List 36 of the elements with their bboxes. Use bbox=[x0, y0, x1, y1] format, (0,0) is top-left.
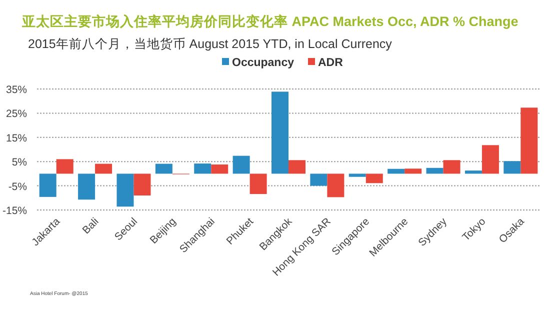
bar bbox=[426, 168, 444, 174]
bar bbox=[366, 174, 383, 184]
bar bbox=[310, 174, 328, 186]
y-tick-label: -5% bbox=[8, 180, 27, 193]
bar bbox=[404, 168, 422, 174]
y-tick-label: 15% bbox=[6, 132, 27, 144]
bar bbox=[116, 174, 134, 207]
bar bbox=[504, 161, 521, 174]
bar bbox=[327, 174, 344, 198]
bar bbox=[155, 164, 172, 174]
bar bbox=[388, 168, 405, 174]
bar bbox=[288, 160, 306, 174]
bar bbox=[56, 159, 74, 174]
bar bbox=[520, 108, 538, 174]
bar bbox=[250, 174, 267, 194]
bar bbox=[272, 92, 288, 174]
bar bbox=[443, 160, 460, 174]
bar bbox=[464, 170, 482, 174]
x-tick-label: Bali bbox=[80, 216, 102, 237]
y-tick-label: 35% bbox=[6, 84, 27, 96]
bar bbox=[95, 164, 112, 174]
bar bbox=[78, 174, 96, 200]
bar bbox=[39, 174, 56, 197]
bar bbox=[232, 156, 250, 174]
bar bbox=[194, 164, 212, 174]
bar bbox=[348, 174, 366, 177]
legend-label: Occupancy bbox=[232, 57, 295, 69]
chart-subtitle: 2015年前八个月，当地货币 August 2015 YTD, in Local Currency bbox=[28, 37, 393, 51]
y-tick-label: 5% bbox=[12, 156, 27, 169]
legend-label: ADR bbox=[318, 57, 344, 69]
y-tick-label: 25% bbox=[6, 108, 27, 120]
y-tick-label: -15% bbox=[2, 205, 27, 217]
bar bbox=[482, 145, 499, 174]
bar bbox=[134, 174, 151, 196]
chart-title: 亚太区主要市场入住率平均房价同比变化率 APAC Markets Occ, ADR % Change bbox=[21, 13, 519, 29]
bar bbox=[211, 164, 228, 174]
